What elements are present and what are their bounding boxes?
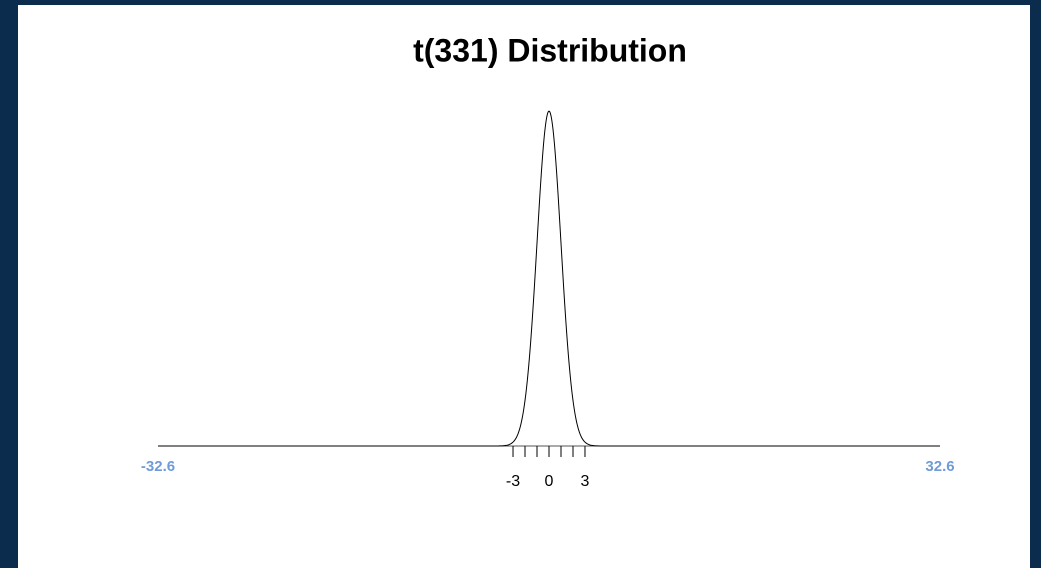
x-tick-label: 3 <box>581 473 590 490</box>
x-limit-label: -32.6 <box>141 458 175 475</box>
chart-title: t(331) Distribution <box>413 32 687 68</box>
panel <box>18 5 1030 568</box>
x-limit-label: 32.6 <box>925 458 954 475</box>
density-curve <box>158 110 940 447</box>
x-tick-label: -3 <box>506 473 520 490</box>
x-tick-label: 0 <box>545 473 554 490</box>
